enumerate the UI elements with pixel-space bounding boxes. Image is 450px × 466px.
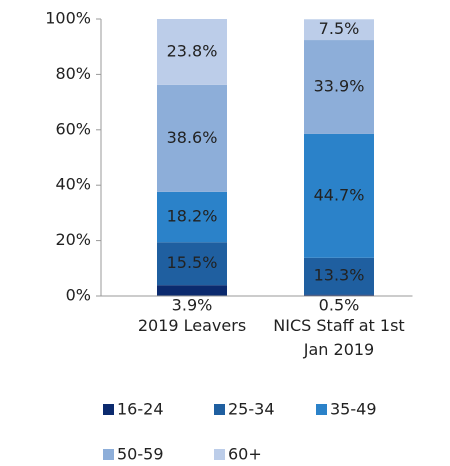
y-tick-label: 0%: [66, 286, 91, 305]
bar-segment: [304, 40, 374, 134]
bar-segment: [304, 19, 374, 41]
y-tick-label: 100%: [45, 9, 91, 28]
y-tick-label: 20%: [55, 230, 91, 249]
legend-swatch: [214, 449, 225, 460]
data-label: 15.5%: [167, 253, 218, 272]
data-label: 7.5%: [319, 19, 360, 38]
legend-label: 35-49: [330, 400, 377, 419]
data-label: 18.2%: [167, 207, 218, 226]
data-label: 3.9%: [172, 296, 213, 315]
data-label: 23.8%: [167, 41, 218, 60]
bar-segment: [157, 285, 227, 296]
data-label: 13.3%: [314, 266, 365, 285]
legend-label: 50-59: [117, 445, 164, 464]
data-label: 0.5%: [319, 296, 360, 315]
data-label: 33.9%: [314, 77, 365, 96]
x-tick-label: 2019 Leavers: [137, 316, 247, 335]
legend-label: 25-34: [228, 400, 275, 419]
y-tick-label: 40%: [55, 175, 91, 194]
bar-segment: [157, 191, 227, 243]
legend-swatch: [103, 404, 114, 415]
data-label: 38.6%: [167, 128, 218, 147]
bar-segment: [157, 242, 227, 286]
legend-swatch: [214, 404, 225, 415]
data-label: 44.7%: [314, 185, 365, 204]
bar-segment: [304, 133, 374, 258]
y-tick-label: 80%: [55, 64, 91, 83]
bar-segment: [304, 294, 374, 296]
legend-swatch: [103, 449, 114, 460]
legend-label: 16-24: [117, 400, 164, 419]
y-tick-label: 60%: [55, 119, 91, 138]
bar-segment: [157, 84, 227, 192]
legend-label: 60+: [228, 445, 262, 464]
legend-swatch: [316, 404, 327, 415]
x-tick-label: NICS Staff at 1st Jan 2019: [273, 316, 405, 359]
bar-segment: [157, 19, 227, 85]
bar-segment: [304, 257, 374, 295]
